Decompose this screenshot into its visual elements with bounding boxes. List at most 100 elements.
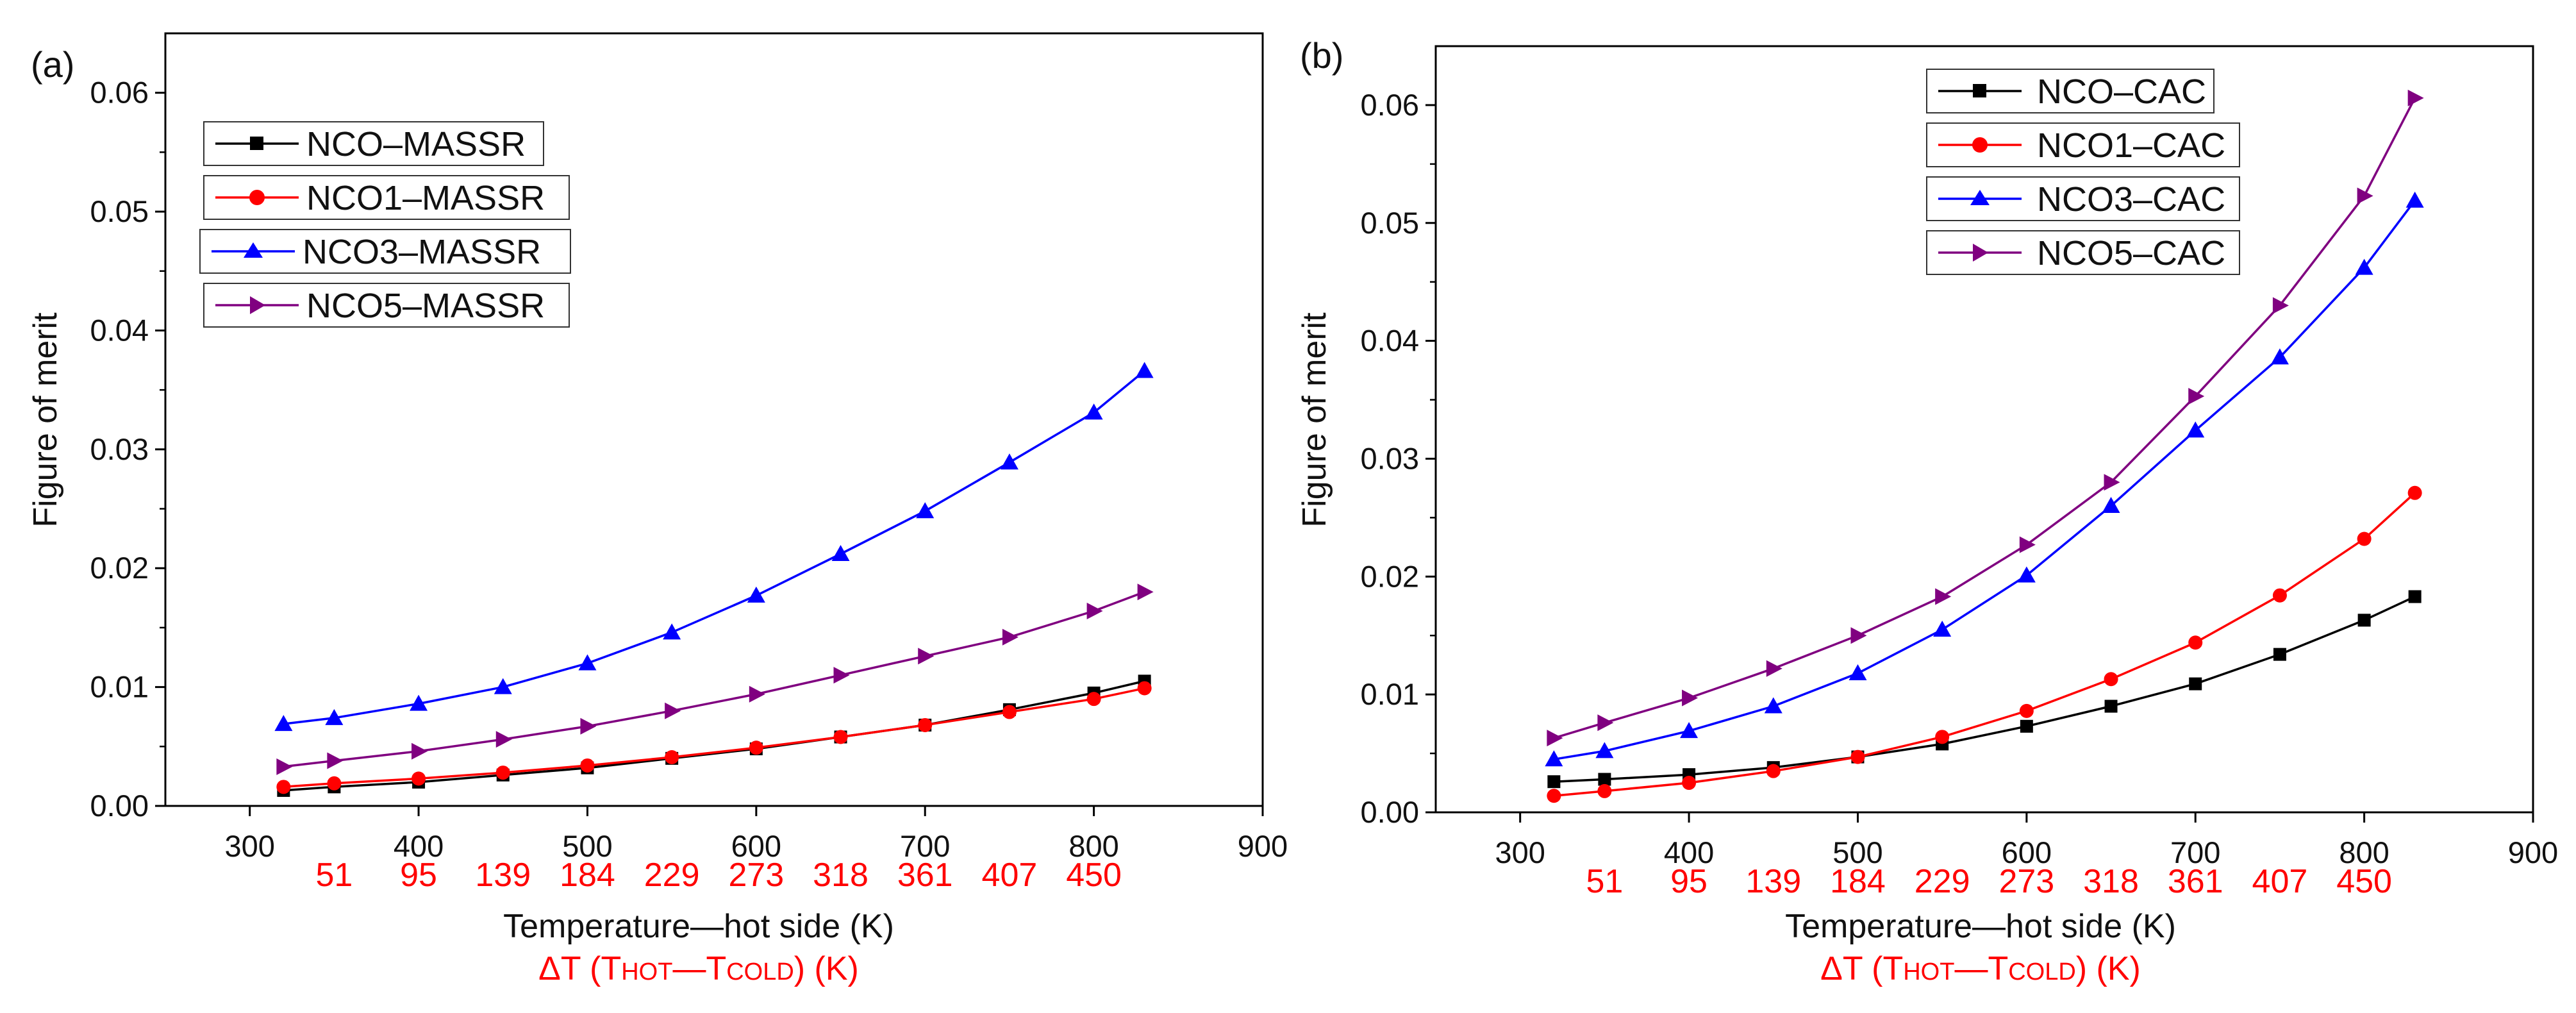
legend-marker-triangle-up	[244, 242, 263, 258]
legend-label: NCO1–CAC	[2037, 126, 2225, 165]
data-point-triangle-up	[1680, 722, 1699, 739]
panel-b-x-tick-label: 800	[2339, 835, 2389, 869]
panel-b-delta-t-label: 51	[1586, 863, 1623, 900]
panel-b-axis-ticks	[1425, 104, 2534, 823]
panel-a-delta-t-label: 95	[400, 857, 437, 894]
data-point-triangle-right	[1002, 628, 1018, 646]
data-point-circle	[1766, 764, 1781, 778]
panel-a-x-tick-label: 900	[1238, 829, 1288, 863]
data-point-circle	[1086, 692, 1101, 707]
data-point-triangle-up	[325, 708, 344, 725]
data-point-circle	[1137, 681, 1152, 696]
panel-a-x-tick-label: 500	[562, 829, 612, 863]
data-point-triangle-right	[327, 752, 344, 769]
panel-b-delta-t-label: 139	[1745, 863, 1801, 900]
data-point-circle	[1682, 776, 1697, 791]
data-point-square	[1547, 775, 1561, 789]
data-point-circle	[1597, 783, 1612, 798]
panel-a-x-tick-label: 800	[1068, 829, 1118, 863]
data-point-triangle-right	[1137, 583, 1154, 601]
data-point-triangle-up	[916, 502, 935, 519]
series-line	[1554, 492, 2416, 798]
data-point-circle	[580, 758, 595, 773]
data-point-square	[2020, 719, 2033, 733]
legend-marker-triangle-right	[1973, 244, 1988, 262]
data-point-triangle-up	[274, 715, 293, 732]
legend-label: NCO1–MASSR	[306, 179, 545, 217]
data-point-triangle-right	[1597, 714, 1614, 732]
legend-entry-nco3-cac: NCO3–CAC	[1926, 176, 2240, 221]
series-line	[1554, 199, 2416, 761]
panel-b-delta-t-label: 95	[1670, 863, 1708, 900]
data-point-square	[2408, 590, 2422, 603]
panel-a-delta-t-label: 407	[982, 857, 1038, 894]
panel-a-y-tick-label: 0.04	[90, 313, 149, 347]
data-point-triangle-up	[1000, 453, 1018, 470]
data-point-triangle-up	[2406, 191, 2424, 208]
legend-marker-triangle-up	[1970, 190, 1990, 205]
panel-a-delta-t-labels: 51 95 139 184 229 273 318 361 407 450	[315, 857, 1122, 894]
panel-a-x-tick-label: 600	[731, 829, 781, 863]
data-point-triangle-right	[1547, 730, 1563, 747]
panel-a-plot-frame	[164, 32, 1264, 807]
legend-entry-nco1-cac: NCO1–CAC	[1926, 122, 2240, 167]
panel-b-x-tick-label: 500	[1832, 835, 1882, 869]
panel-a-x-tick-labels: 300 400 500 600 700 800 900	[224, 829, 1288, 863]
panel-a-series-layer	[274, 362, 1154, 797]
legend-entry-nco1-massr: NCO1–MASSR	[203, 175, 570, 220]
panel-b-y-axis-title: Figure of merit	[1296, 312, 1333, 528]
panel-b-y-tick-label: 0.06	[1361, 88, 1419, 122]
data-point-circle	[1850, 749, 1865, 764]
panel-a-x-tick-label: 700	[900, 829, 950, 863]
data-point-triangle-up	[1849, 664, 1867, 681]
data-point-triangle-up	[1595, 742, 1614, 758]
data-point-triangle-right	[1682, 689, 1699, 707]
data-point-triangle-right	[2188, 388, 2205, 405]
legend-marker-circle	[249, 190, 265, 205]
data-point-triangle-right	[1766, 660, 1782, 677]
panel-a-y-tick-label: 0.02	[90, 551, 149, 585]
data-point-square	[2357, 614, 2371, 627]
panel-a-delta-t-label: 51	[315, 857, 353, 894]
series-line	[283, 590, 1145, 768]
data-point-circle	[2272, 588, 2287, 603]
panel-b-y-tick-labels: 0.00 0.01 0.02 0.03 0.04 0.05 0.06	[1361, 88, 1419, 829]
data-point-circle	[833, 730, 848, 744]
panel-b-delta-t-label: 407	[2252, 863, 2308, 900]
data-point-triangle-up	[663, 623, 681, 640]
data-point-triangle-up	[747, 586, 765, 603]
panel-b-delta-t-label: 361	[2168, 863, 2223, 900]
data-point-triangle-up	[2102, 497, 2120, 513]
data-point-circle	[495, 766, 510, 780]
data-point-triangle-right	[833, 667, 850, 684]
data-point-circle	[2407, 485, 2422, 500]
data-point-triangle-right	[276, 758, 293, 775]
panel-a-delta-t-label: 273	[728, 857, 784, 894]
data-point-triangle-up	[1084, 403, 1103, 420]
legend-label: NCO3–CAC	[2037, 180, 2225, 219]
legend-entry-nco5-massr: NCO5–MASSR	[203, 283, 570, 328]
panel-b-legend: NCO–CAC NCO1–CAC NCO3–CAC NCO5–CAC	[1926, 69, 2240, 275]
panel-b-y-tick-label: 0.00	[1361, 795, 1419, 829]
data-point-circle	[1002, 705, 1017, 719]
panel-b-y-tick-label: 0.04	[1361, 324, 1419, 358]
data-point-triangle-right	[2407, 89, 2424, 106]
panel-a-x-tick-label: 400	[394, 829, 444, 863]
legend-label: NCO–MASSR	[306, 125, 526, 163]
panel-b-delta-t-label: 184	[1830, 863, 1886, 900]
panel-b-y-tick-label: 0.02	[1361, 559, 1419, 593]
series-line	[1553, 97, 2416, 739]
panel-b-x-tick-labels: 300 400 500 600 700 800 900	[1495, 835, 2558, 869]
data-point-triangle-up	[578, 654, 597, 671]
data-point-triangle-up	[1764, 697, 1782, 714]
data-point-circle	[2104, 672, 2118, 687]
data-point-circle	[2357, 532, 2372, 546]
panel-b-x-tick-label: 700	[2170, 835, 2220, 869]
data-point-triangle-up	[494, 678, 512, 694]
panel-a-y-tick-label: 0.01	[90, 670, 149, 704]
panel-a-label: (a)	[31, 44, 74, 85]
legend-label: NCO5–CAC	[2037, 234, 2225, 272]
data-point-circle	[2019, 703, 2034, 718]
legend-label: NCO3–MASSR	[303, 233, 541, 271]
